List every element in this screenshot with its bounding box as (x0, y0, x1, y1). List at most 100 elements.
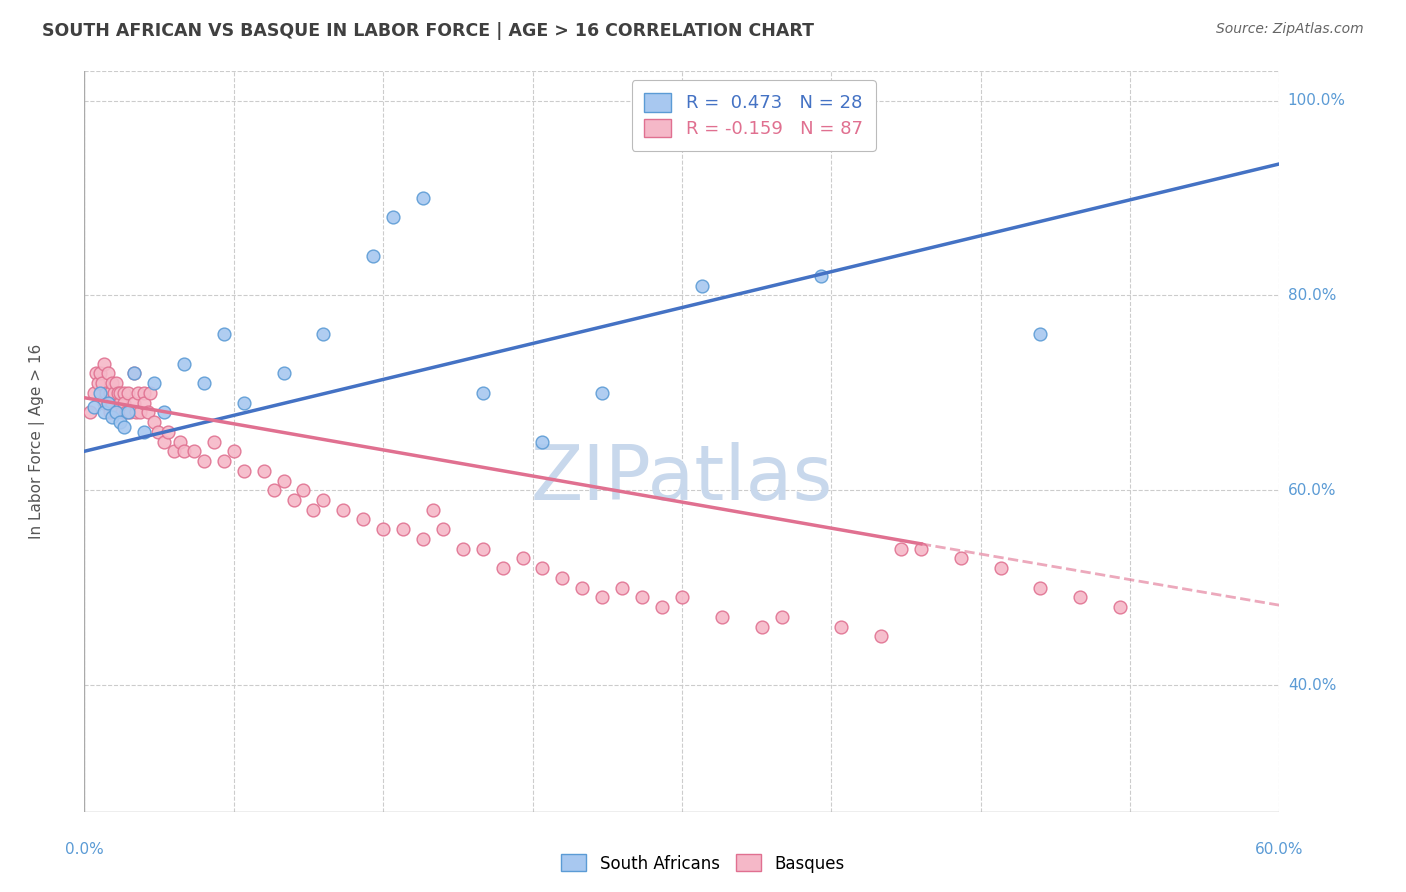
Point (870, 629, 893, 643)
Point (105, 376, 128, 390)
Point (173, 357, 195, 371)
Point (101, 410, 124, 425)
Point (810, 268, 832, 283)
Point (910, 541, 932, 556)
Point (98, 405, 121, 419)
Point (101, 376, 124, 390)
Point (382, 211, 405, 225)
Point (120, 405, 142, 419)
Point (412, 532, 434, 546)
Point (283, 493, 305, 508)
Point (96, 385, 118, 400)
Point (93, 395, 115, 409)
Point (183, 444, 205, 458)
Point (571, 581, 593, 595)
Point (86, 367, 108, 381)
Point (143, 376, 166, 390)
Text: Source: ZipAtlas.com: Source: ZipAtlas.com (1216, 22, 1364, 37)
Text: SOUTH AFRICAN VS BASQUE IN LABOR FORCE | AGE > 16 CORRELATION CHART: SOUTH AFRICAN VS BASQUE IN LABOR FORCE |… (42, 22, 814, 40)
Point (146, 425, 169, 439)
Point (129, 405, 152, 419)
Point (139, 385, 162, 400)
Point (770, 610, 793, 624)
Point (83, 401, 105, 415)
Text: In Labor Force | Age > 16: In Labor Force | Age > 16 (28, 344, 45, 539)
Point (136, 405, 159, 419)
Point (115, 405, 138, 419)
Point (117, 405, 139, 419)
Point (1029, 581, 1052, 595)
Point (263, 483, 285, 498)
Point (89, 367, 111, 381)
Point (202, 434, 225, 449)
Point (830, 619, 852, 633)
Point (193, 454, 215, 468)
Point (122, 367, 145, 381)
Point (492, 561, 515, 575)
Point (471, 541, 494, 556)
Point (110, 395, 132, 409)
Point (412, 191, 434, 205)
Point (422, 502, 444, 516)
Point (651, 600, 673, 615)
Point (157, 425, 180, 439)
Point (132, 385, 156, 400)
Point (392, 522, 415, 536)
Point (91, 376, 114, 390)
Point (98, 385, 121, 400)
Point (122, 395, 145, 409)
Point (232, 464, 254, 478)
Point (612, 581, 634, 595)
Point (631, 591, 654, 605)
Point (97, 367, 120, 381)
Text: 40.0%: 40.0% (1288, 678, 1336, 692)
Point (193, 376, 215, 390)
Point (93, 405, 115, 419)
Text: ZIPatlas: ZIPatlas (530, 442, 834, 516)
Point (212, 454, 235, 468)
Point (512, 551, 534, 566)
Point (451, 541, 474, 556)
Point (273, 474, 295, 488)
Point (710, 610, 733, 624)
Point (671, 591, 693, 605)
Point (373, 522, 395, 536)
Point (132, 425, 156, 439)
Point (690, 278, 713, 293)
Point (292, 483, 315, 498)
Point (111, 405, 134, 419)
Point (591, 591, 613, 605)
Point (153, 405, 176, 419)
Point (890, 541, 912, 556)
Text: 100.0%: 100.0% (1288, 93, 1346, 108)
Point (103, 405, 125, 419)
Point (127, 385, 149, 400)
Point (949, 551, 972, 566)
Point (87, 376, 110, 390)
Text: 60.0%: 60.0% (1288, 483, 1336, 498)
Text: 0.0%: 0.0% (65, 842, 104, 857)
Point (312, 493, 335, 508)
Point (361, 250, 384, 264)
Point (153, 434, 176, 449)
Point (222, 444, 245, 458)
Point (531, 434, 554, 449)
Point (125, 405, 148, 419)
Point (173, 444, 195, 458)
Point (212, 327, 235, 342)
Point (332, 502, 354, 516)
Point (122, 367, 145, 381)
Point (990, 561, 1012, 575)
Text: 60.0%: 60.0% (1256, 842, 1303, 857)
Point (312, 327, 335, 342)
Point (89, 385, 111, 400)
Point (352, 512, 374, 526)
Point (169, 434, 191, 449)
Text: 80.0%: 80.0% (1288, 288, 1336, 303)
Point (302, 502, 325, 516)
Point (1069, 591, 1091, 605)
Point (751, 619, 773, 633)
Point (531, 561, 554, 575)
Point (1029, 327, 1052, 342)
Point (117, 385, 139, 400)
